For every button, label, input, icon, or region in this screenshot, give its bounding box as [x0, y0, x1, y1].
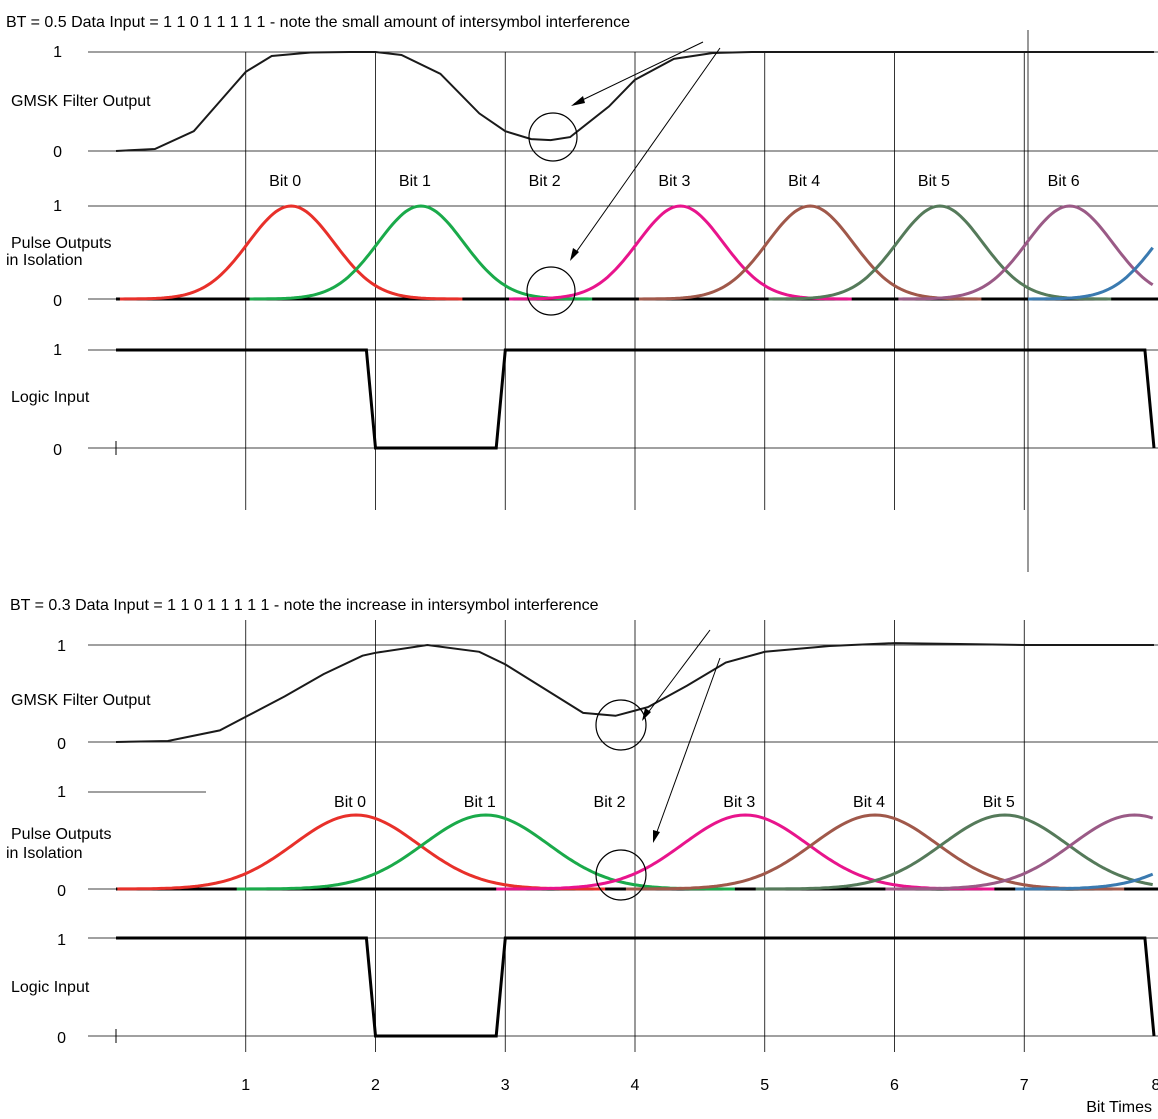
top-pulse-7	[1028, 246, 1154, 301]
bottom-bit-label-2: Bit 2	[594, 794, 626, 811]
bottom-pulse-3	[496, 813, 995, 891]
x-tick-8: 8	[1152, 1077, 1158, 1094]
top-pulse-ytick-1: 1	[53, 198, 62, 215]
top-pulse-label-line2: in Isolation	[6, 252, 83, 269]
bottom-pulse-7	[1015, 872, 1154, 891]
top-pulse-6	[898, 204, 1154, 301]
top-pulse-0	[119, 204, 463, 301]
bottom-bit-label-5: Bit 5	[983, 794, 1015, 811]
bottom-pulse-0	[117, 813, 606, 891]
top-isi-arrow-2	[571, 47, 721, 259]
top-logic-ytick-1: 1	[53, 342, 62, 359]
bottom-bit-labels: Bit 0 Bit 1 Bit 2 Bit 3 Bit 4 Bit 5	[334, 794, 1015, 811]
top-isi-annotation	[526, 41, 721, 316]
top-title: BT = 0.5 Data Input = 1 1 0 1 1 1 1 1 - …	[6, 14, 630, 31]
bottom-isi-circle-pulses	[595, 849, 647, 901]
top-pulse-4	[638, 204, 982, 301]
top-bit-label-0: Bit 0	[269, 173, 301, 190]
bottom-isi-annotation	[595, 629, 721, 901]
top-pulse-3	[509, 204, 852, 301]
top-bit-label-3: Bit 3	[658, 173, 690, 190]
bottom-pulse-5	[755, 813, 1153, 891]
top-isi-circle-pulses	[526, 266, 576, 316]
bottom-pulse-label-line2: in Isolation	[6, 845, 83, 862]
top-pulse-label-line1: Pulse Outputs	[11, 235, 112, 252]
x-tick-7: 7	[1020, 1077, 1029, 1094]
x-tick-4: 4	[631, 1077, 640, 1094]
bottom-isi-arrowhead-1	[642, 708, 651, 721]
top-bit-labels: Bit 0 Bit 1 Bit 2 Bit 3 Bit 4 Bit 5 Bit 6	[269, 173, 1080, 190]
top-bit-label-6: Bit 6	[1048, 173, 1080, 190]
bottom-pulse-6	[885, 813, 1154, 891]
top-isi-circle-gmsk	[528, 112, 578, 162]
bottom-isi-arrow-1	[643, 629, 711, 719]
bottom-gmsk-ytick-1: 1	[57, 638, 66, 655]
top-pulse-5	[768, 204, 1112, 301]
bottom-pulse-ytick-1: 1	[57, 784, 66, 801]
top-bit-label-5: Bit 5	[918, 173, 950, 190]
top-isi-arrow-1	[573, 41, 704, 105]
top-isi-arrowhead-2	[570, 248, 579, 261]
bottom-bit-label-0: Bit 0	[334, 794, 366, 811]
top-logic-waveform	[116, 348, 1156, 450]
bottom-bit-label-3: Bit 3	[723, 794, 755, 811]
top-gmsk-ytick-1: 1	[53, 44, 62, 61]
top-gmsk-label: GMSK Filter Output	[11, 93, 151, 110]
x-axis-tick-labels: 1 2 3 4 5 6 7 8	[241, 1077, 1158, 1094]
top-bit-label-4: Bit 4	[788, 173, 820, 190]
x-tick-1: 1	[241, 1077, 250, 1094]
bottom-logic-ytick-1: 1	[57, 932, 66, 949]
bottom-bit-label-1: Bit 1	[464, 794, 496, 811]
bottom-gmsk-ytick-0: 0	[57, 736, 66, 753]
top-gmsk-ytick-0: 0	[53, 144, 62, 161]
top-gmsk-curve	[115, 51, 1154, 152]
bottom-bit-label-4: Bit 4	[853, 794, 885, 811]
bottom-logic-waveform	[116, 936, 1156, 1038]
top-bit-label-2: Bit 2	[529, 173, 561, 190]
bit-time-gridlines	[115, 30, 1029, 1052]
x-tick-5: 5	[760, 1077, 769, 1094]
bottom-isi-arrow-2	[653, 657, 721, 841]
bottom-pulse-ytick-0: 0	[57, 883, 66, 900]
bottom-pulse-1	[236, 813, 735, 891]
x-tick-6: 6	[890, 1077, 899, 1094]
bottom-isi-circle-gmsk	[595, 699, 647, 751]
bottom-gmsk-curve	[115, 642, 1154, 743]
bottom-pulse-label-line1: Pulse Outputs	[11, 826, 112, 843]
top-pulse-ytick-0: 0	[53, 293, 62, 310]
bottom-pulse-curves	[116, 813, 1158, 891]
x-axis-label: Bit Times	[1086, 1099, 1152, 1116]
x-tick-3: 3	[501, 1077, 510, 1094]
top-logic-label: Logic Input	[11, 389, 90, 406]
bottom-gmsk-label: GMSK Filter Output	[11, 692, 151, 709]
top-bit-label-1: Bit 1	[399, 173, 431, 190]
top-logic-ytick-0: 0	[53, 442, 62, 459]
bottom-logic-label: Logic Input	[11, 979, 90, 996]
top-pulse-curves	[116, 204, 1158, 301]
top-isi-arrowhead-1	[571, 96, 585, 106]
bottom-isi-arrowhead-2	[653, 830, 660, 843]
x-tick-2: 2	[371, 1077, 380, 1094]
bottom-pulse-4	[625, 813, 1125, 891]
top-pulse-1	[249, 204, 593, 301]
bottom-title: BT = 0.3 Data Input = 1 1 0 1 1 1 1 1 - …	[10, 597, 599, 614]
bottom-logic-ytick-0: 0	[57, 1030, 66, 1047]
